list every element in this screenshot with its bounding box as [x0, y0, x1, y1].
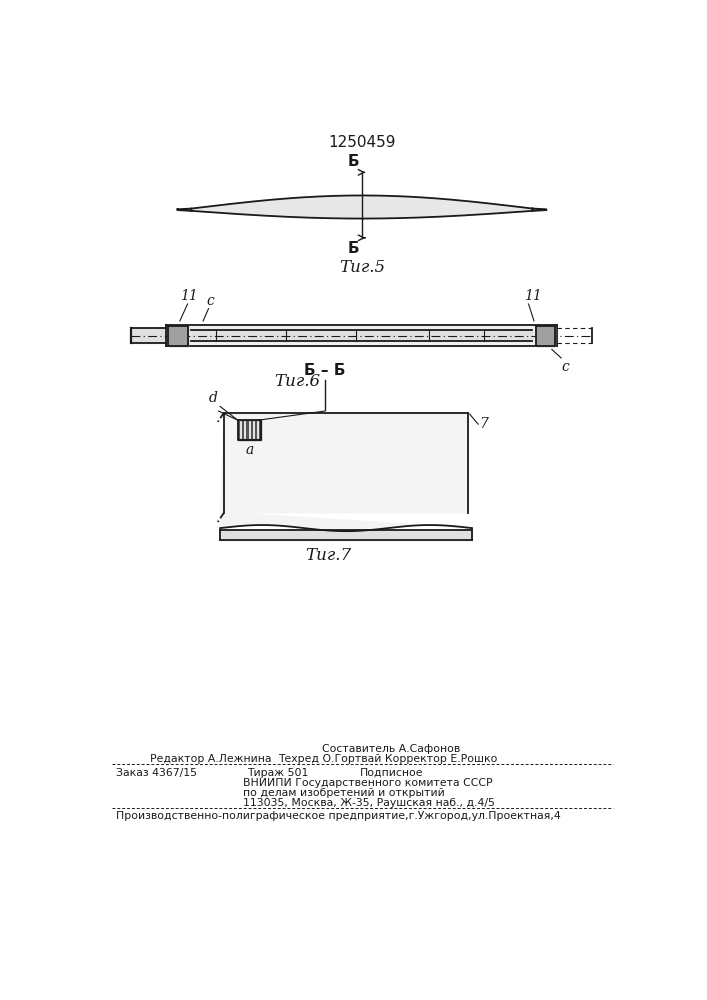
Text: Б: Б: [347, 154, 359, 169]
Polygon shape: [191, 330, 532, 341]
Text: Б – Б: Б – Б: [304, 363, 346, 378]
Polygon shape: [220, 530, 472, 540]
Text: Техред О.Гортвай Корректор Е.Рошко: Техред О.Гортвай Корректор Е.Рошко: [279, 754, 498, 764]
Text: 11: 11: [524, 289, 542, 303]
Text: Тираж 501: Тираж 501: [247, 768, 309, 778]
Polygon shape: [238, 420, 261, 440]
Text: c: c: [561, 360, 569, 374]
Text: Составитель А.Сафонов: Составитель А.Сафонов: [322, 744, 460, 754]
Polygon shape: [168, 326, 187, 346]
Text: 7: 7: [480, 417, 489, 431]
Text: ВНИИПИ Государственного комитета СССР: ВНИИПИ Государственного комитета СССР: [243, 778, 493, 788]
Text: Τиг.6: Τиг.6: [274, 373, 321, 390]
Polygon shape: [131, 328, 166, 343]
Polygon shape: [220, 413, 472, 531]
Text: Редактор А.Лежнина: Редактор А.Лежнина: [151, 754, 272, 764]
Text: Τиг.7: Τиг.7: [305, 547, 351, 564]
Polygon shape: [192, 195, 532, 219]
Text: d: d: [209, 391, 218, 405]
Text: Подписное: Подписное: [360, 768, 423, 778]
Text: Заказ 4367/15: Заказ 4367/15: [115, 768, 197, 778]
Polygon shape: [535, 326, 555, 346]
Text: c: c: [206, 294, 214, 308]
Text: 113035, Москва, Ж-35, Раушская наб., д.4/5: 113035, Москва, Ж-35, Раушская наб., д.4…: [243, 798, 495, 808]
Polygon shape: [166, 325, 557, 346]
Text: Б: Б: [347, 241, 359, 256]
Text: Производственно-полиграфическое предприятие,г.Ужгород,ул.Проектная,4: Производственно-полиграфическое предприя…: [115, 811, 560, 821]
Text: по делам изобретений и открытий: по делам изобретений и открытий: [243, 788, 445, 798]
Text: Τиг.5: Τиг.5: [339, 259, 385, 276]
Polygon shape: [177, 209, 192, 211]
Text: a: a: [245, 443, 254, 457]
Polygon shape: [532, 209, 547, 211]
Text: 11: 11: [180, 289, 197, 303]
Text: 1250459: 1250459: [328, 135, 396, 150]
